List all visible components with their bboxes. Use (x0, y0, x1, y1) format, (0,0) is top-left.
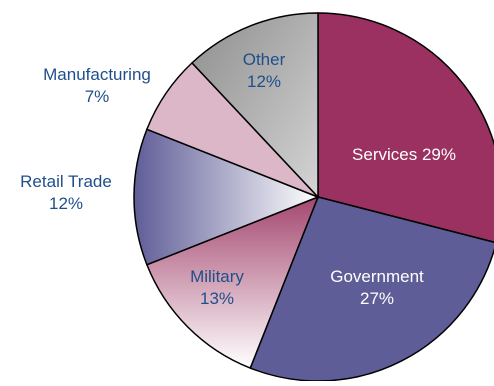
pie-label-line: Military (190, 267, 244, 286)
pie-label-retail-trade: Retail Trade 12% (20, 172, 112, 213)
pie-label-manufacturing: Manufacturing 7% (43, 65, 151, 106)
pie-label-line: Manufacturing (43, 65, 151, 84)
pie-label-line: 12% (247, 72, 281, 91)
pie-label-services: Services 29% (352, 145, 456, 164)
pie-label-line: Other (243, 50, 286, 69)
pie-label-line: Government (330, 267, 424, 286)
pie-label-line: 12% (49, 194, 83, 213)
pie-label-line: 13% (200, 289, 234, 308)
pie-label-line: Retail Trade (20, 172, 112, 191)
pie-label-line: 7% (85, 87, 110, 106)
pie-slices (134, 13, 494, 381)
pie-label-line: 27% (360, 289, 394, 308)
